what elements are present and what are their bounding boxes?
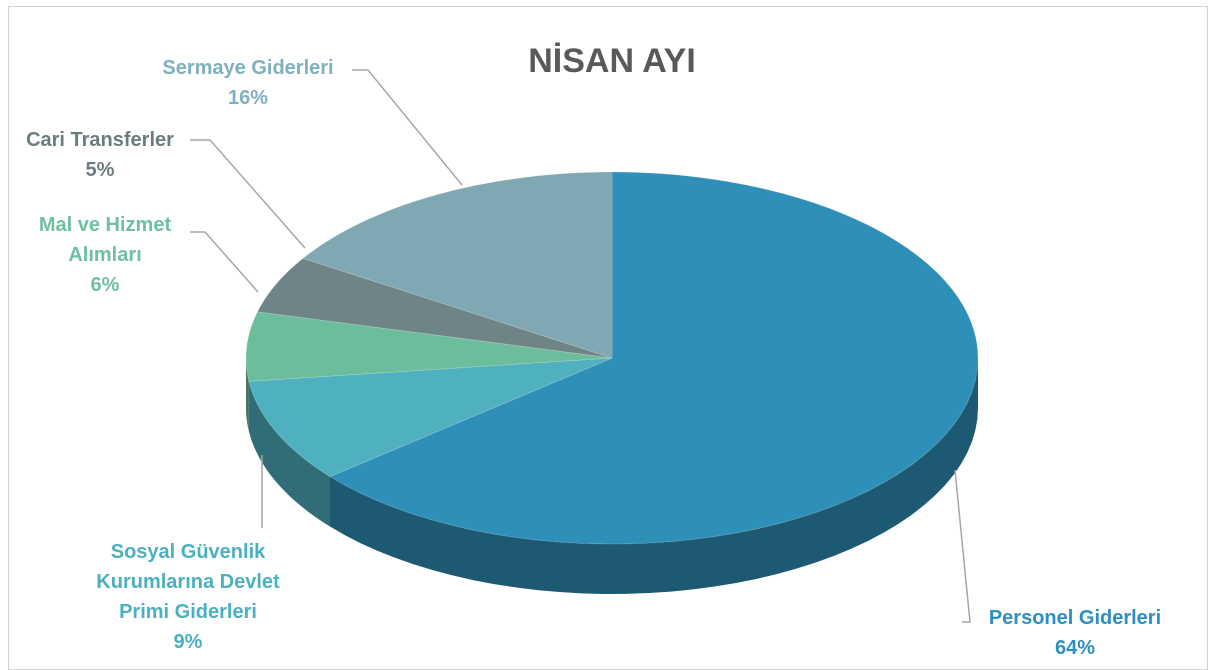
category-label: Cari Transferler (26, 129, 174, 151)
leader-line (352, 69, 463, 186)
data-label: Cari Transferler 5% (0, 125, 200, 185)
pie-slice (301, 171, 613, 359)
pie-slice (248, 357, 613, 478)
value-label: 16% (227, 87, 269, 109)
pie-slice (245, 311, 613, 382)
value-label: 6% (90, 274, 120, 296)
pie-side (329, 358, 978, 594)
chart-title: NİSAN AYI (528, 42, 696, 80)
value-label: 9% (173, 631, 203, 653)
data-label: Personel Giderleri 64% (945, 603, 1205, 663)
pie-side (248, 381, 330, 527)
category-label: Sermaye Giderleri (162, 57, 334, 79)
pie-slice (328, 171, 979, 545)
data-label: Mal ve Hizmet Alımları 6% (15, 210, 195, 300)
leader-line (190, 139, 306, 249)
category-label: Sosyal Güvenlik Kurumlarına Devlet Primi… (96, 541, 280, 623)
pie-side (246, 358, 249, 432)
value-label: 5% (85, 159, 115, 181)
value-label: 64% (1054, 637, 1096, 659)
leader-line (190, 231, 259, 293)
category-label: Mal ve Hizmet Alımları (38, 214, 172, 266)
leader-line (954, 469, 971, 623)
data-label: Sermaye Giderleri 16% (128, 53, 368, 113)
data-label: Sosyal Güvenlik Kurumlarına Devlet Primi… (78, 537, 298, 657)
category-label: Personel Giderleri (988, 607, 1162, 629)
pie-slice (256, 257, 613, 359)
